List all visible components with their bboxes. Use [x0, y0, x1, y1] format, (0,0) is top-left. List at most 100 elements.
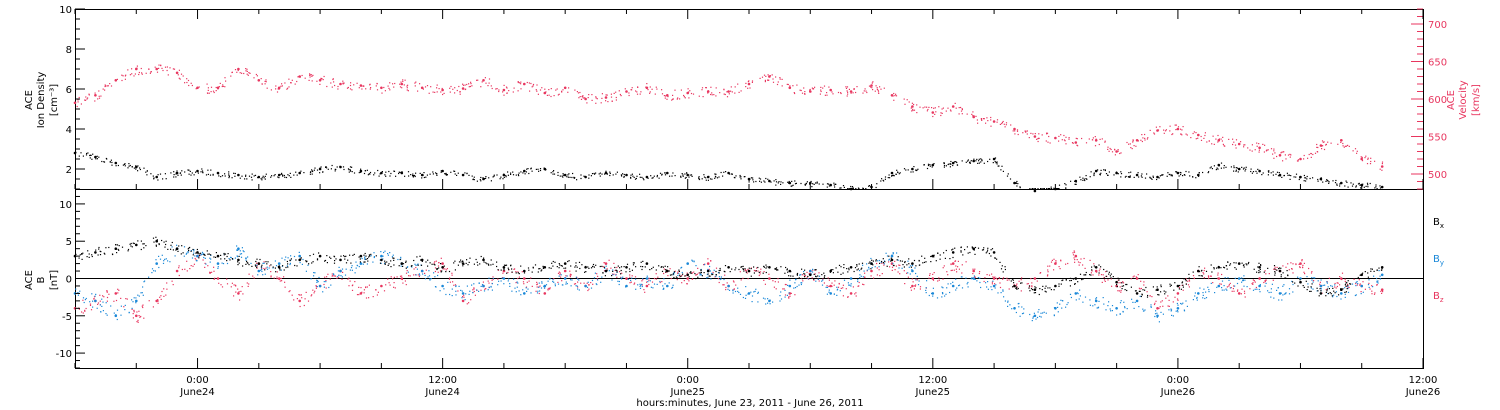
- bx-dot: [196, 248, 198, 251]
- velocity-dot: [661, 89, 663, 91]
- by-dot: [1079, 289, 1081, 291]
- density-dot: [287, 174, 289, 176]
- by-dot: [105, 313, 107, 315]
- by-point: [135, 299, 138, 303]
- bz-dot: [1202, 272, 1204, 274]
- by-dot: [1033, 312, 1035, 314]
- by-dot: [1333, 294, 1335, 296]
- by-dot: [488, 286, 490, 288]
- bz-dot: [437, 265, 440, 267]
- bx-dot: [145, 245, 147, 247]
- bx-dot: [1258, 270, 1260, 272]
- by-dot: [1018, 306, 1020, 308]
- by-dot: [848, 284, 850, 286]
- density-dot: [557, 171, 559, 174]
- velocity-dot: [1367, 157, 1369, 159]
- by-dot: [261, 270, 263, 273]
- bx-point: [1319, 292, 1323, 295]
- bz-dot: [573, 283, 576, 285]
- by-dot: [1002, 289, 1004, 291]
- bx-dot: [506, 272, 508, 274]
- velocity-dot: [526, 81, 528, 84]
- by-dot: [1007, 300, 1009, 302]
- bx-dot: [881, 260, 883, 263]
- density-dot: [1268, 171, 1270, 173]
- velocity-dot: [661, 93, 664, 95]
- bz-dot: [718, 281, 720, 284]
- density-dot: [765, 177, 767, 180]
- density-dot: [539, 169, 542, 172]
- bz-dot: [777, 278, 779, 280]
- density-dot: [905, 169, 907, 171]
- velocity-dot: [419, 83, 421, 85]
- bx-dot: [1069, 277, 1072, 279]
- density-dot: [1158, 177, 1160, 179]
- bx-dot: [1200, 270, 1203, 272]
- density-dot: [1255, 170, 1257, 172]
- bx-dot: [735, 267, 737, 269]
- by-dot: [799, 274, 801, 276]
- density-dot: [353, 172, 356, 174]
- density-dot: [1064, 183, 1066, 185]
- by-dot: [1119, 313, 1121, 315]
- density-dot: [1019, 186, 1021, 188]
- bz-dot: [388, 282, 390, 284]
- bx-dot: [203, 254, 205, 256]
- by-dot: [307, 264, 309, 266]
- bz-dot: [137, 321, 139, 323]
- by-dot: [650, 286, 652, 288]
- bx-dot: [872, 264, 874, 266]
- by-dot: [530, 292, 532, 294]
- by-dot: [257, 274, 259, 276]
- velocity-dot: [667, 96, 669, 98]
- density-dot: [1029, 188, 1031, 190]
- density-dot: [680, 176, 682, 178]
- density-dot: [1306, 175, 1308, 178]
- by-dot: [596, 283, 598, 286]
- bx-dot: [595, 264, 597, 266]
- velocity-dot: [1025, 131, 1027, 133]
- by-dot: [843, 279, 846, 281]
- by-dot: [415, 274, 417, 276]
- by-dot: [491, 289, 493, 291]
- bx-dot: [198, 254, 201, 256]
- bz-dot: [299, 305, 301, 308]
- by-dot: [262, 262, 264, 264]
- bx-dot: [673, 276, 675, 279]
- bz-dot: [334, 275, 336, 277]
- bx-dot: [1297, 285, 1299, 287]
- velocity-dot: [636, 91, 638, 93]
- density-dot: [283, 174, 285, 177]
- bx-dot: [741, 266, 743, 268]
- bz-dot: [97, 302, 100, 304]
- velocity-dot: [567, 91, 569, 93]
- bx-dot: [560, 265, 562, 267]
- velocity-dot: [1254, 149, 1256, 151]
- velocity-dot: [764, 79, 766, 81]
- by-dot: [478, 282, 480, 284]
- velocity-dot: [1297, 159, 1299, 161]
- bz-dot: [915, 284, 917, 286]
- by-dot: [1038, 309, 1040, 311]
- velocity-dot: [1190, 137, 1192, 139]
- density-dot: [689, 174, 691, 176]
- density-dot: [139, 168, 141, 171]
- by-dot: [691, 260, 694, 262]
- bx-dot: [1234, 267, 1236, 269]
- bz-dot: [972, 268, 974, 270]
- bz-dot: [296, 298, 298, 300]
- by-dot: [1155, 310, 1157, 312]
- velocity-dot: [347, 86, 349, 89]
- bz-dot: [1120, 289, 1122, 292]
- density-dot: [193, 174, 195, 176]
- y-tick-label: -5: [62, 312, 72, 323]
- velocity-dot: [655, 86, 657, 88]
- bz-dot: [413, 268, 415, 270]
- bz-dot: [1208, 277, 1210, 280]
- by-dot: [536, 292, 539, 294]
- bz-dot: [140, 315, 142, 318]
- by-dot: [1316, 290, 1318, 292]
- bz-dot: [644, 291, 646, 293]
- density-dot: [360, 171, 362, 173]
- by-dot: [1344, 287, 1346, 289]
